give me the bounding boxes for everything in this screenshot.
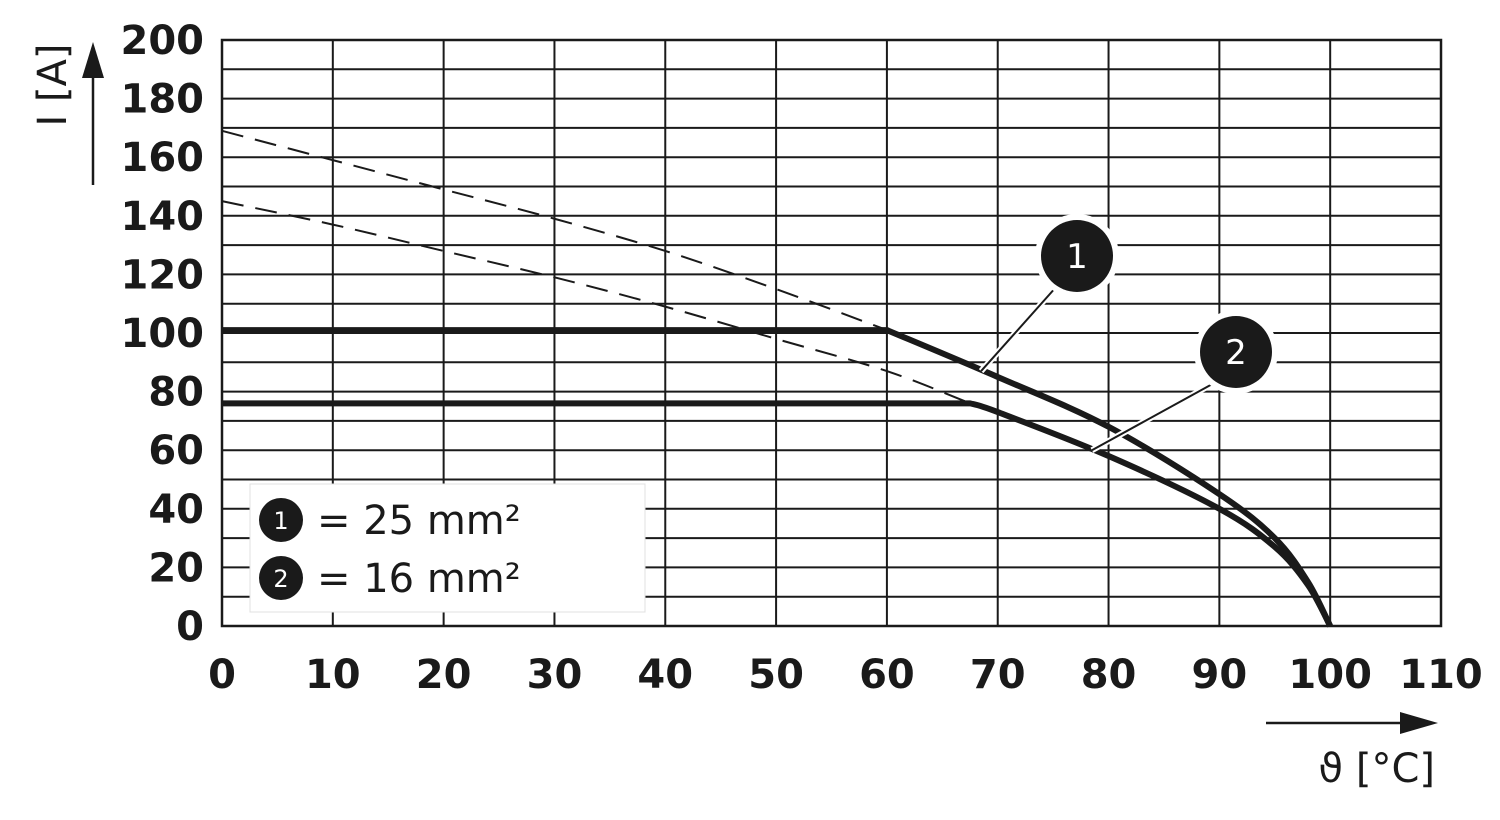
legend-item-2: 2 = 16 mm² bbox=[259, 556, 521, 602]
callout-2-leader bbox=[1091, 381, 1217, 452]
y-tick-labels: 0 20 40 60 80 100 120 140 160 180 200 bbox=[121, 18, 205, 650]
extrapolation-lines bbox=[221, 129, 971, 405]
legend-label-1: = 25 mm² bbox=[317, 498, 521, 544]
extrapolation-line-1 bbox=[221, 129, 888, 332]
legend-item-1: 1 = 25 mm² bbox=[259, 498, 521, 544]
legend-marker-2-icon bbox=[259, 556, 303, 600]
x-axis-label: ϑ [°C] bbox=[1318, 746, 1435, 792]
callout-1-label: 1 bbox=[1066, 237, 1088, 277]
y-tick-label: 100 bbox=[121, 311, 205, 357]
x-tick-label: 10 bbox=[305, 652, 361, 698]
callout-2-badge-icon bbox=[1200, 316, 1272, 388]
x-axis-title-group: ϑ [°C] bbox=[1266, 712, 1438, 792]
y-tick-label: 20 bbox=[148, 545, 204, 591]
y-axis-label: I [A] bbox=[30, 43, 76, 126]
y-tick-label: 160 bbox=[121, 135, 205, 181]
y-tick-label: 60 bbox=[148, 428, 204, 474]
x-tick-label: 30 bbox=[527, 652, 583, 698]
x-tick-label: 40 bbox=[637, 652, 693, 698]
y-tick-label: 120 bbox=[121, 252, 205, 298]
y-axis-arrow-icon bbox=[82, 42, 104, 78]
x-tick-label: 60 bbox=[859, 652, 915, 698]
x-tick-label: 50 bbox=[748, 652, 804, 698]
x-tick-label: 90 bbox=[1192, 652, 1248, 698]
y-tick-label: 180 bbox=[121, 77, 205, 123]
legend-marker-1-icon bbox=[259, 498, 303, 542]
series-line-2 bbox=[222, 400, 1333, 628]
y-axis-title-group: I [A] bbox=[30, 42, 104, 185]
x-tick-label: 20 bbox=[416, 652, 472, 698]
x-axis-arrow-icon bbox=[1400, 712, 1438, 734]
legend: 1 = 25 mm² 2 = 16 mm² bbox=[249, 483, 646, 613]
x-tick-label: 70 bbox=[970, 652, 1026, 698]
y-tick-label: 0 bbox=[176, 604, 204, 650]
y-tick-label: 40 bbox=[148, 487, 204, 533]
x-tick-label: 80 bbox=[1081, 652, 1137, 698]
legend-marker-1-label: 1 bbox=[273, 507, 288, 535]
x-tick-label: 100 bbox=[1288, 652, 1372, 698]
callout-1-badge-icon bbox=[1041, 220, 1113, 292]
y-tick-label: 80 bbox=[148, 370, 204, 416]
extrapolation-line-2 bbox=[221, 200, 971, 405]
callout-1-leader bbox=[980, 285, 1058, 372]
callout-1: 1 bbox=[978, 214, 1119, 374]
x-tick-label: 110 bbox=[1399, 652, 1483, 698]
y-tick-label: 200 bbox=[121, 18, 205, 64]
y-tick-label: 140 bbox=[121, 194, 205, 240]
x-tick-labels: 0 10 20 30 40 50 60 70 80 90 100 110 bbox=[208, 652, 1483, 698]
callout-2: 2 bbox=[1090, 310, 1278, 453]
legend-box bbox=[249, 483, 646, 613]
legend-label-2: = 16 mm² bbox=[317, 556, 521, 602]
derating-curves bbox=[222, 327, 1333, 628]
callout-2-label: 2 bbox=[1225, 333, 1247, 373]
legend-marker-2-label: 2 bbox=[273, 565, 288, 593]
x-tick-label: 0 bbox=[208, 652, 236, 698]
